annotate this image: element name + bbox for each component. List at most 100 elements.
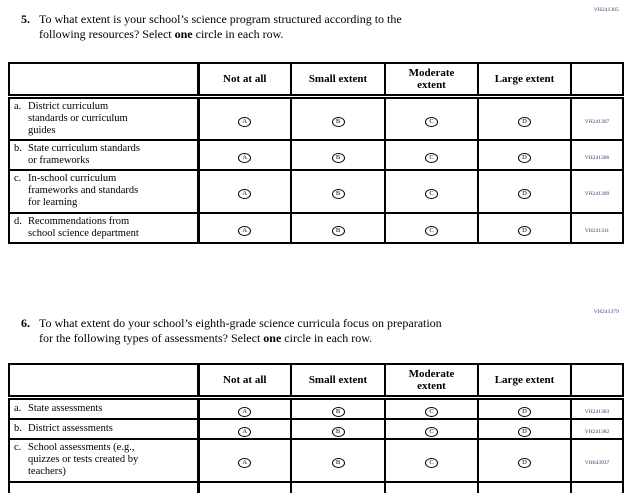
option-cell: C xyxy=(384,437,479,483)
partial-row-cell xyxy=(8,480,200,493)
question-6-line2-post: circle in each row. xyxy=(281,330,373,345)
q5-a-moderate-extent-circle[interactable]: C xyxy=(425,116,438,127)
question-5-line1: To what extent is your school’s science … xyxy=(39,12,402,26)
option-cell: A xyxy=(197,211,292,244)
q6-a-moderate-extent-circle[interactable]: C xyxy=(425,406,438,417)
q5-d-small-extent-circle[interactable]: B xyxy=(331,225,345,236)
row-code-cell: VH241307 xyxy=(570,95,624,141)
partial-row-cell xyxy=(384,480,479,493)
question-6-line2-pre: for the following types of assessments? … xyxy=(39,330,264,345)
option-cell: A xyxy=(197,417,292,440)
q6-header-row: Not at all Small extent Moderate extent … xyxy=(8,363,624,400)
q5-a-large-extent-circle[interactable]: D xyxy=(518,116,531,127)
q6-row-a: a. State assessments A B C D VH241383 xyxy=(8,396,624,420)
question-5-line2-pre: following resources? Select xyxy=(39,26,175,41)
question-6-table: Not at all Small extent Moderate extent … xyxy=(8,363,624,493)
q5-d-not-at-all-circle[interactable]: A xyxy=(238,225,252,236)
q6-row-c: c. School assessments (e.g., quizzes or … xyxy=(8,437,624,483)
q5-d-moderate-extent-circle[interactable]: C xyxy=(425,225,438,236)
option-cell: D xyxy=(477,396,572,420)
option-cell: B xyxy=(290,95,386,141)
question-6: 6. To what extent do your school’s eight… xyxy=(21,316,561,345)
row-label-cell: b. District assessments xyxy=(8,417,200,440)
q5-c-small-extent-circle[interactable]: B xyxy=(331,189,345,199)
option-cell: B xyxy=(290,396,386,420)
q5-c-not-at-all-circle[interactable]: A xyxy=(238,189,252,199)
question-5-table: Not at all Small extent Moderate extent … xyxy=(8,62,624,244)
option-cell: A xyxy=(197,95,292,141)
question-6-table-clip: Not at all Small extent Moderate extent … xyxy=(0,363,624,493)
question-6-number: 6. xyxy=(21,316,30,330)
q5-b-not-at-all-circle[interactable]: A xyxy=(238,152,252,163)
row-letter: b. xyxy=(14,142,22,154)
row-letter: c. xyxy=(14,173,22,184)
q6-b-small-extent-circle[interactable]: B xyxy=(331,426,345,437)
row-label: District assessments xyxy=(28,422,113,434)
q5-a-not-at-all-circle[interactable]: A xyxy=(238,116,252,127)
row-letter: a. xyxy=(14,100,22,112)
option-cell: B xyxy=(290,168,386,214)
column-header-small-extent: Small extent xyxy=(290,62,386,99)
option-cell: C xyxy=(384,95,479,141)
q5-header-row: Not at all Small extent Moderate extent … xyxy=(8,62,624,99)
header-empty-label-cell xyxy=(8,62,200,99)
q6-c-not-at-all-circle[interactable]: A xyxy=(238,458,252,468)
row-letter: a. xyxy=(14,402,22,414)
partial-row-cell xyxy=(477,480,572,493)
q5-c-moderate-extent-circle[interactable]: C xyxy=(425,189,438,199)
option-cell: A xyxy=(197,396,292,420)
option-cell: C xyxy=(384,396,479,420)
row-vh-code: VH643937 xyxy=(584,460,610,466)
option-cell: D xyxy=(477,168,572,214)
option-cell: B xyxy=(290,437,386,483)
q6-b-large-extent-circle[interactable]: D xyxy=(518,426,531,437)
q6-a-small-extent-circle[interactable]: B xyxy=(331,406,345,417)
header-empty-code-cell xyxy=(570,62,624,99)
option-cell: B xyxy=(290,138,386,171)
row-label-cell: b. State curriculum standards or framewo… xyxy=(8,138,200,171)
question-6-line2-bold: one xyxy=(263,330,282,345)
q5-b-moderate-extent-circle[interactable]: C xyxy=(425,152,438,163)
q5-d-large-extent-circle[interactable]: D xyxy=(518,225,531,236)
option-cell: B xyxy=(290,211,386,244)
column-header-large-extent: Large extent xyxy=(477,62,572,99)
row-letter: b. xyxy=(14,422,22,434)
q6-c-large-extent-circle[interactable]: D xyxy=(518,458,531,468)
q6-b-not-at-all-circle[interactable]: A xyxy=(238,426,252,437)
q6-c-moderate-extent-circle[interactable]: C xyxy=(425,458,438,468)
row-code-cell: VH241382 xyxy=(570,417,624,440)
q5-a-small-extent-circle[interactable]: B xyxy=(331,116,345,127)
column-header-not-at-all: Not at all xyxy=(197,62,292,99)
question-5-number: 5. xyxy=(21,12,30,26)
partial-row-cell xyxy=(197,480,292,493)
q5-b-large-extent-circle[interactable]: D xyxy=(518,152,531,163)
header-empty-code-cell xyxy=(570,363,624,400)
option-cell: D xyxy=(477,211,572,244)
q6-a-large-extent-circle[interactable]: D xyxy=(518,406,531,417)
row-label-cell: d. Recommendations from school science d… xyxy=(8,211,200,244)
row-vh-code: VH241382 xyxy=(584,428,610,435)
option-cell: B xyxy=(290,417,386,440)
option-cell: C xyxy=(384,168,479,214)
q5-row-c: c. In-school curriculum frameworks and s… xyxy=(8,168,624,214)
row-vh-code: VH241311 xyxy=(584,227,610,234)
q5-b-small-extent-circle[interactable]: B xyxy=(331,152,345,163)
option-cell: D xyxy=(477,417,572,440)
q6-c-small-extent-circle[interactable]: B xyxy=(331,458,345,468)
row-code-cell: VH241383 xyxy=(570,396,624,420)
q5-row-a: a. District curriculum standards or curr… xyxy=(8,95,624,141)
option-cell: C xyxy=(384,417,479,440)
option-cell: A xyxy=(197,437,292,483)
q5-c-large-extent-circle[interactable]: D xyxy=(518,189,531,199)
question-6-line1: To what extent do your school’s eighth-g… xyxy=(39,316,442,330)
q5-row-d: d. Recommendations from school science d… xyxy=(8,211,624,244)
option-cell: D xyxy=(477,138,572,171)
row-label: District curriculum standards or curricu… xyxy=(28,100,128,136)
question-5-text: To what extent is your school’s science … xyxy=(39,12,561,41)
q6-a-not-at-all-circle[interactable]: A xyxy=(238,406,252,417)
row-label-cell: c. In-school curriculum frameworks and s… xyxy=(8,168,200,214)
question-6-text: To what extent do your school’s eighth-g… xyxy=(39,316,561,345)
row-label-cell: c. School assessments (e.g., quizzes or … xyxy=(8,437,200,483)
q6-b-moderate-extent-circle[interactable]: C xyxy=(425,426,438,437)
row-label-cell: a. State assessments xyxy=(8,396,200,420)
